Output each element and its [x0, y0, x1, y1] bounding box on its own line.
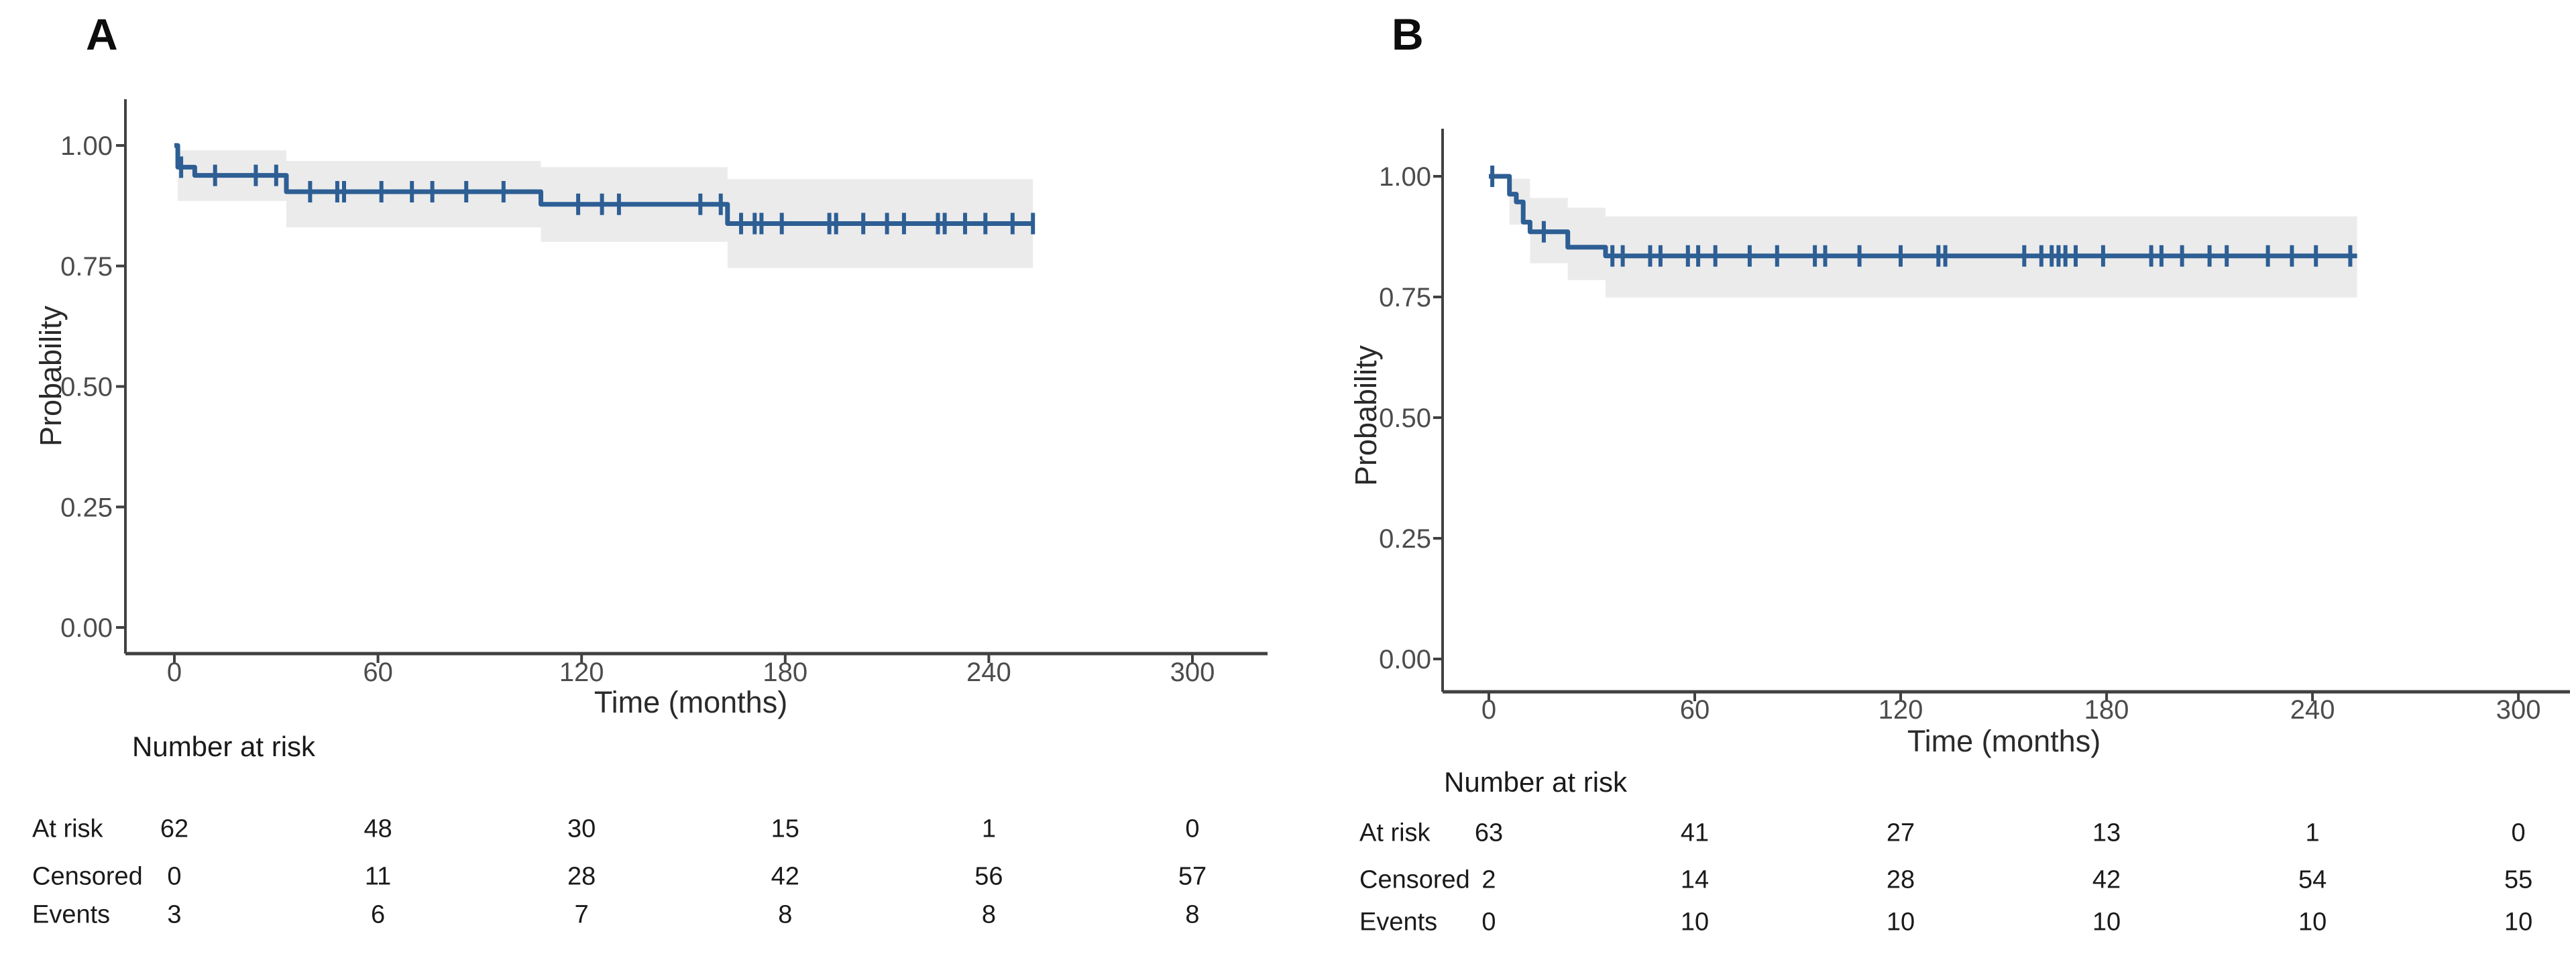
risk-cell: 57 [1178, 862, 1207, 891]
km-chart-a: 1.00 0.75 0.50 0.25 0.00 0 60 120 180 240 300 [60, 99, 1268, 687]
risk-cell: 14 [1680, 865, 1710, 894]
risk-cell: 62 [160, 814, 189, 843]
y-axis-title: Probability [34, 305, 68, 447]
x-tick-label: 180 [2084, 695, 2129, 725]
risk-cell: 13 [2092, 819, 2121, 847]
x-tick-label: 0 [167, 658, 182, 687]
risk-cell: 63 [1474, 819, 1504, 847]
censor-marks [179, 156, 1035, 235]
panel-label-a: A [86, 9, 118, 59]
risk-cell: 0 [1481, 908, 1496, 937]
risk-cell: 28 [1886, 865, 1915, 894]
x-tick-label: 180 [763, 658, 807, 687]
km-chart-b: 1.00 0.75 0.50 0.25 0.00 0 60 120 180 240 300 [1379, 129, 2570, 725]
risk-row-label: Events [1359, 908, 1438, 937]
risk-cell: 28 [567, 862, 596, 891]
x-tick-label: 240 [2290, 695, 2335, 725]
risk-row-label: At risk [32, 814, 103, 843]
x-tick-label: 120 [559, 658, 604, 687]
risk-cell: 0 [1185, 814, 1200, 843]
risk-cell: 42 [2092, 865, 2121, 894]
risk-cell: 10 [1886, 908, 1915, 937]
risk-row-label: Censored [32, 862, 143, 891]
risk-cell: 0 [167, 862, 182, 891]
risk-cell: 54 [2298, 865, 2327, 894]
x-tick-label: 300 [2496, 695, 2541, 725]
risk-cell: 56 [974, 862, 1003, 891]
risk-row-label: Censored [1359, 865, 1470, 894]
survival-curve [174, 143, 1033, 226]
x-tick-label: 120 [1879, 695, 1923, 725]
risk-table-title: Number at risk [1444, 766, 1628, 798]
y-tick-label: 0.75 [1379, 283, 1431, 312]
risk-cell: 8 [778, 900, 793, 929]
risk-cell: 15 [771, 814, 799, 843]
x-tick-label: 0 [1481, 695, 1496, 725]
panel-label-b: B [1392, 9, 1424, 59]
risk-row-label: Events [32, 900, 111, 929]
y-tick-label: 0.25 [60, 493, 113, 522]
risk-cell: 10 [1680, 908, 1710, 937]
risk-cell: 10 [2298, 908, 2327, 937]
km-panel-b: B 1.00 0.75 0.50 0.25 0.00 0 60 120 180 240 300 Pr… [1288, 0, 2575, 966]
risk-cell: 10 [2092, 908, 2121, 937]
risk-cell: 8 [1185, 900, 1200, 929]
risk-table-title: Number at risk [132, 731, 316, 762]
confidence-band [178, 150, 1033, 268]
y-axis-title: Probability [1349, 345, 1383, 487]
y-tick-label: 0.00 [60, 613, 113, 643]
risk-cell: 7 [574, 900, 589, 929]
risk-cell: 8 [981, 900, 996, 929]
y-tick-label: 1.00 [60, 131, 113, 161]
risk-cell: 3 [167, 900, 182, 929]
y-tick-label: 0.50 [60, 373, 113, 402]
risk-cell: 6 [371, 900, 386, 929]
risk-cell: 30 [567, 814, 596, 843]
risk-cell: 1 [981, 814, 996, 843]
risk-row-label: At risk [1359, 819, 1431, 847]
risk-cell: 48 [363, 814, 392, 843]
confidence-band [1509, 178, 2357, 298]
x-tick-label: 300 [1170, 658, 1215, 687]
x-axis-title: Time (months) [1907, 724, 2101, 758]
risk-cell: 11 [364, 862, 392, 891]
x-tick-label: 60 [1680, 695, 1710, 725]
x-tick-label: 60 [363, 658, 393, 687]
censor-marks [1490, 166, 2353, 267]
y-tick-label: 0.25 [1379, 524, 1431, 554]
risk-cell: 1 [2305, 819, 2320, 847]
risk-cell: 2 [1481, 865, 1496, 894]
y-tick-label: 0.75 [60, 252, 113, 282]
y-tick-label: 0.00 [1379, 645, 1431, 674]
x-axis-title: Time (months) [594, 685, 788, 719]
risk-cell: 10 [2504, 908, 2533, 937]
x-tick-label: 240 [966, 658, 1011, 687]
risk-cell: 42 [771, 862, 799, 891]
risk-cell: 55 [2504, 865, 2533, 894]
risk-cell: 27 [1886, 819, 1915, 847]
y-tick-label: 1.00 [1379, 162, 1431, 192]
risk-cell: 0 [2511, 819, 2526, 847]
km-panel-a: A 1.00 0.75 0.50 0.25 0.00 0 60 120 180 240 300 Pr… [32, 9, 1268, 929]
survival-curve [1489, 174, 2357, 259]
risk-cell: 41 [1680, 819, 1710, 847]
y-tick-label: 0.50 [1379, 404, 1431, 433]
